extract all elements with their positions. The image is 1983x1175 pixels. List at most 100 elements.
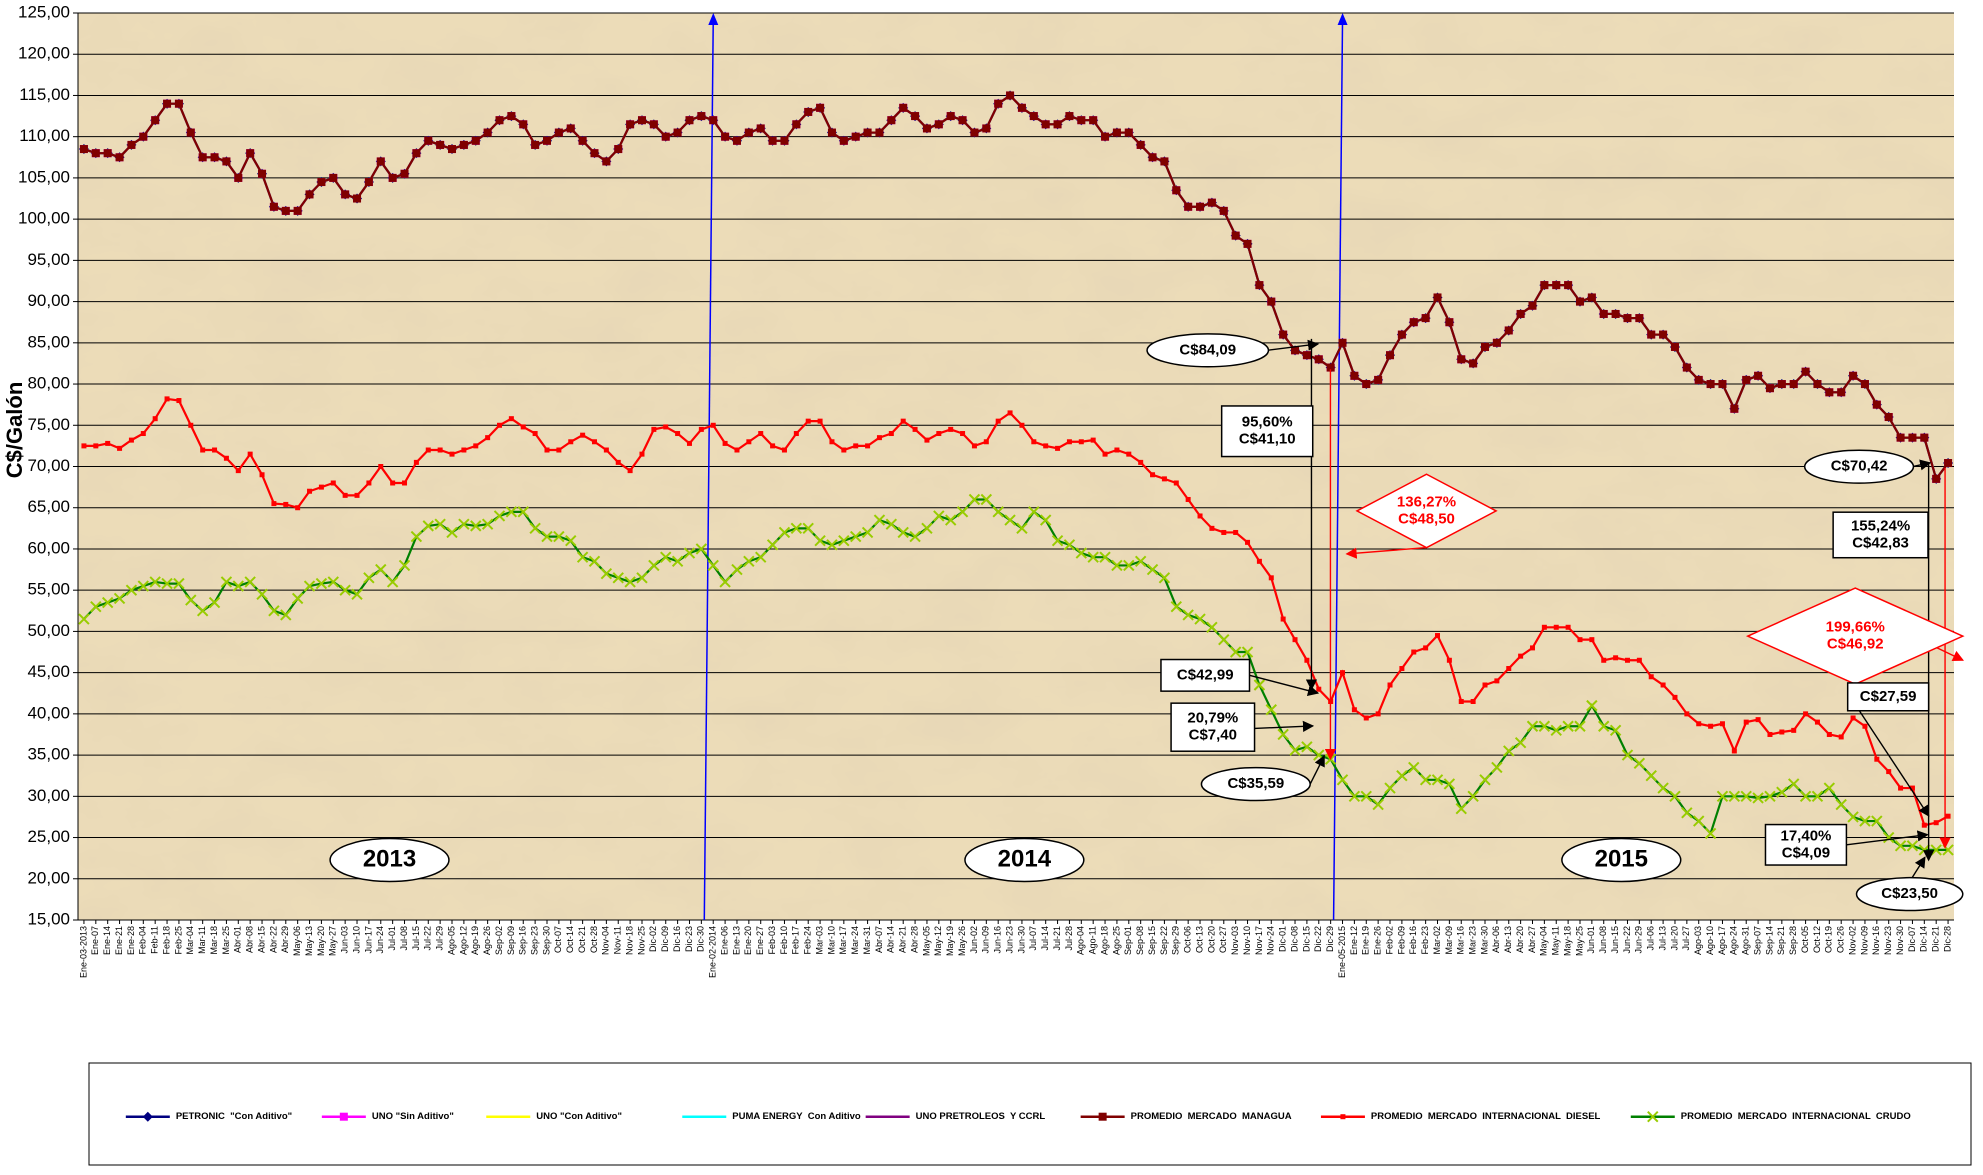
x-tick-label: Mar-17 (838, 926, 848, 955)
data-point (1765, 384, 1774, 393)
data-point (1136, 140, 1145, 149)
annotation-text: C$27,59 (1860, 688, 1917, 705)
x-tick-label: Jun-24 (375, 926, 385, 954)
x-tick-label: Abr-13 (1503, 926, 1513, 953)
x-tick-label: Ago-26 (482, 926, 492, 955)
data-point (614, 145, 623, 154)
data-point (649, 120, 658, 129)
x-tick-label: Oct-26 (1836, 926, 1846, 953)
y-tick-label: 40,00 (27, 703, 70, 722)
data-point (1372, 798, 1384, 811)
data-point (1871, 815, 1883, 827)
data-point (520, 424, 526, 430)
data-point (732, 136, 741, 145)
annotation-text: 136,27% (1397, 493, 1456, 510)
x-tick-label: Sep-29 (1171, 926, 1181, 955)
x-tick-label: Jul-07 (1028, 926, 1038, 951)
data-point (744, 128, 753, 137)
data-point (1660, 682, 1666, 688)
x-tick-label: Abr-20 (1515, 926, 1525, 953)
data-point (81, 443, 87, 449)
data-point (1053, 120, 1062, 129)
data-point (1041, 120, 1050, 129)
data-point (603, 447, 609, 453)
data-point (817, 418, 823, 424)
annotation-text: C$7,40 (1189, 727, 1237, 744)
data-point (1279, 330, 1288, 339)
data-point (1909, 785, 1915, 791)
legend-marker (1647, 1110, 1659, 1123)
data-point (198, 153, 207, 162)
x-tick-label: Jun-22 (1622, 926, 1632, 954)
data-point (1764, 790, 1776, 803)
data-point (956, 506, 969, 518)
data-point (671, 555, 684, 568)
data-point (1672, 694, 1678, 700)
data-point (1872, 400, 1881, 409)
y-tick-label: 25,00 (27, 827, 70, 846)
data-point (1411, 649, 1417, 655)
annotation-connector (1309, 755, 1325, 785)
data-point (437, 447, 443, 453)
x-tick-label: Jul-21 (1052, 926, 1062, 951)
data-point (196, 605, 209, 617)
data-point (1443, 778, 1456, 790)
data-point (1241, 646, 1254, 658)
x-tick-label: Oct-14 (565, 926, 575, 953)
annotation-box (1160, 658, 1251, 692)
annotation-box (1764, 823, 1848, 866)
data-point (1550, 724, 1562, 737)
y-tick-label: 125,00 (18, 2, 70, 21)
data-point (1813, 380, 1822, 389)
data-point (1599, 309, 1608, 318)
data-point (1231, 231, 1240, 240)
x-tick-label: Mar-04 (185, 926, 195, 955)
data-point (1348, 790, 1361, 803)
data-point (483, 128, 492, 137)
data-point (1752, 792, 1764, 804)
x-tick-label: Jul-20 (1669, 926, 1679, 951)
data-point (1387, 682, 1393, 688)
data-point (1207, 198, 1216, 207)
data-point (235, 468, 241, 474)
x-tick-label: May-27 (328, 926, 338, 956)
annotation-box (1170, 702, 1256, 752)
data-point (1482, 682, 1488, 688)
data-point (315, 577, 328, 590)
data-point (425, 447, 431, 453)
data-point (1740, 790, 1752, 803)
data-point (1265, 704, 1277, 716)
data-point (565, 535, 577, 547)
data-point (436, 140, 445, 149)
data-point (1409, 318, 1418, 327)
x-tick-label: Feb-11 (150, 926, 160, 954)
data-point (247, 451, 253, 457)
data-point (1850, 715, 1856, 721)
year-label: 2013 (363, 845, 416, 872)
x-tick-label: Mar-11 (197, 926, 207, 954)
data-point (936, 431, 942, 437)
data-point (1801, 367, 1810, 376)
data-point (188, 422, 194, 428)
year-label-box (1561, 837, 1682, 883)
data-point (1799, 790, 1812, 803)
x-tick-label: Dic-08 (1289, 926, 1299, 952)
data-point (471, 136, 480, 145)
x-tick-label: Dic-15 (1301, 926, 1311, 952)
x-tick-label: Dic-16 (672, 926, 682, 952)
data-point (1314, 355, 1323, 364)
data-point (1635, 314, 1644, 323)
annotation-text: C$46,92 (1827, 636, 1884, 653)
data-point (531, 140, 540, 149)
annotation-text: C$42,99 (1177, 666, 1234, 683)
data-point (481, 518, 494, 530)
data-point (115, 153, 124, 162)
data-point (318, 484, 324, 490)
x-tick-label: May-20 (316, 926, 326, 956)
data-point (755, 551, 767, 563)
data-point (1158, 572, 1171, 584)
x-tick-label: Nov-09 (1859, 926, 1869, 955)
data-point (875, 128, 884, 137)
x-tick-label: Ene-20 (743, 926, 753, 955)
